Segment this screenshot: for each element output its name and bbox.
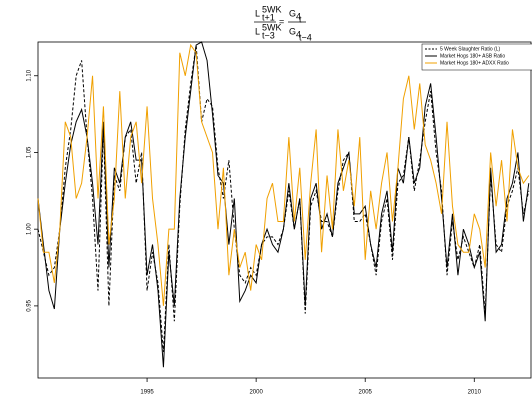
title-sup: 5WK — [262, 22, 282, 32]
legend-box — [421, 43, 532, 71]
title-sup: 5WK — [262, 4, 282, 14]
title-base: L — [255, 26, 260, 36]
x-tick-label: 2000 — [249, 390, 263, 396]
legend-label: 5 Week Slaughter Ratio (L) — [440, 46, 501, 52]
series-line — [37, 41, 530, 368]
title-subsub: t−4 — [299, 32, 312, 42]
title-subsub: t — [299, 14, 302, 24]
title-base: G — [289, 8, 296, 18]
y-tick-label: 1.00 — [27, 223, 33, 235]
plot-frame — [37, 41, 532, 379]
y-tick-label: 1.05 — [27, 146, 33, 158]
legend-label: Market Hogs 180+ ADXX Ratio — [440, 60, 509, 66]
title-sub: t−3 — [262, 30, 275, 40]
series-line — [37, 44, 530, 352]
series-line — [37, 43, 530, 306]
x-tick-label: 1995 — [140, 390, 154, 396]
title-sub: 4 — [296, 11, 301, 21]
x-tick-label: 2005 — [359, 390, 373, 396]
title-sub: 4 — [296, 29, 301, 39]
title-equals: = — [279, 16, 284, 26]
title-sub: t+1 — [262, 12, 275, 22]
legend-label: Market Hogs 180+ ASB Ratio — [440, 53, 505, 59]
y-tick-label: 0.95 — [27, 299, 33, 311]
title-base: G — [289, 26, 296, 36]
y-tick-label: 1.10 — [27, 69, 33, 81]
title-base: L — [255, 8, 260, 18]
x-tick-label: 2010 — [468, 390, 482, 396]
